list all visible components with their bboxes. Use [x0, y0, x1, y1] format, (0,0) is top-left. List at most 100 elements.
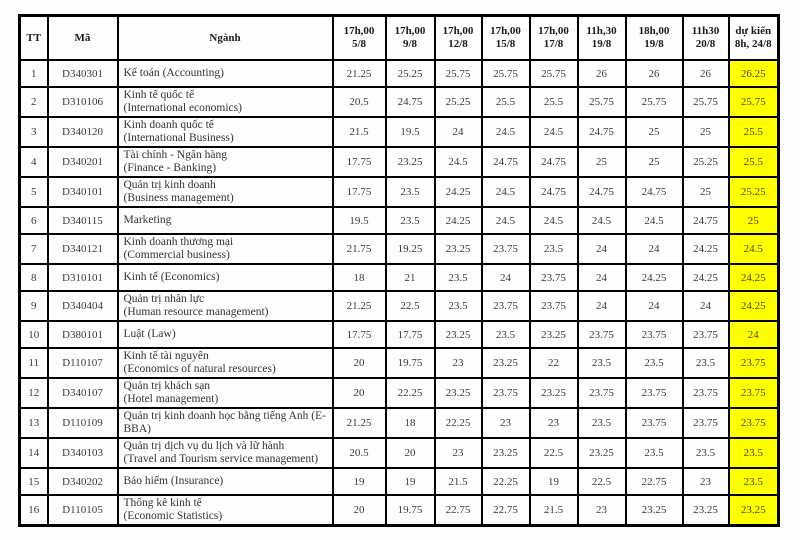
session-time: 17h,00 [442, 25, 474, 37]
final-projected-score-cell: 23.5 [727, 467, 780, 496]
major-name-cell: Quản trị dịch vụ du lịch và lữ hành (Trav… [116, 437, 334, 469]
score-cell: 24.75 [384, 86, 436, 118]
major-name-cell: Kinh doanh thương mại (Commercial busines… [116, 233, 334, 265]
score-cell: 23.5 [384, 206, 436, 235]
score-cell: 24.5 [624, 206, 684, 235]
score-cell: 24 [576, 263, 627, 292]
final-projected-score-cell: 24 [727, 320, 780, 349]
session-time: 17h,00 [343, 25, 375, 37]
major-name-cell: Tài chính - Ngân hàng (Finance - Banking) [116, 146, 334, 178]
score-cell: 24.5 [576, 206, 627, 235]
final-projected-score-cell: 25.75 [727, 86, 780, 118]
major-name-vietnamese: Quản trị dịch vụ du lịch và lữ hành [123, 440, 285, 452]
major-name-cell: Quản trị nhân lực (Human resource managem… [116, 290, 334, 322]
header-session: 11h,30 19/8 [576, 14, 627, 61]
final-projected-score-cell: 23.75 [727, 377, 780, 409]
major-name-vietnamese: Kinh doanh quốc tế [123, 119, 214, 131]
row-number-cell: 7 [18, 233, 49, 265]
major-code-cell: D110107 [46, 347, 119, 379]
table-row: 8 D310101 Kinh tế (Economics) 18 21 23.5 24 23.7… [18, 263, 780, 292]
score-cell: 24.75 [624, 176, 684, 208]
admission-scores-table: TT Mã Ngành 17h,00 5/8 17h,00 9/8 17h,00 12/8… [18, 14, 780, 527]
score-cell: 23.5 [528, 233, 579, 265]
score-cell: 24 [576, 233, 627, 265]
score-cell: 17.75 [331, 176, 387, 208]
header-major: Ngành [116, 14, 334, 61]
major-code-cell: D110105 [46, 494, 119, 527]
score-cell: 24.5 [528, 116, 579, 148]
score-cell: 23.5 [433, 290, 483, 322]
score-cell: 22.25 [480, 467, 531, 496]
table-row: 1 D340301 Kế toán (Accounting) 21.25 25.25 25.… [18, 59, 780, 88]
score-cell: 25 [624, 116, 684, 148]
score-cell: 20 [331, 377, 387, 409]
score-cell: 24.5 [480, 116, 531, 148]
score-cell: 23.75 [624, 320, 684, 349]
score-cell: 23.75 [624, 377, 684, 409]
score-cell: 22.5 [576, 467, 627, 496]
score-cell: 23.5 [624, 347, 684, 379]
major-name-cell: Quản trị khách sạn (Hotel management) [116, 377, 334, 409]
major-name-english: (Finance - Banking) [123, 162, 217, 174]
score-cell: 22.75 [480, 494, 531, 527]
score-cell: 25.5 [480, 86, 531, 118]
header-tt: TT [18, 14, 49, 61]
row-number-cell: 1 [18, 59, 49, 88]
row-number-cell: 5 [18, 176, 49, 208]
score-cell: 23.75 [480, 290, 531, 322]
header-session: 18h,00 19/8 [624, 14, 684, 61]
score-cell: 24 [624, 233, 684, 265]
score-cell: 25.5 [528, 86, 579, 118]
score-cell: 17.75 [384, 320, 436, 349]
score-cell: 24 [433, 116, 483, 148]
score-cell: 21.25 [331, 407, 387, 439]
score-cell: 24 [681, 290, 730, 322]
score-cell: 18 [331, 263, 387, 292]
major-name-vietnamese: Marketing [123, 214, 172, 226]
score-cell: 24.5 [480, 176, 531, 208]
table-row: 2 D310106 Kinh tế quốc tế (International ec… [18, 86, 780, 118]
score-cell: 24.25 [624, 263, 684, 292]
score-cell: 25.75 [576, 86, 627, 118]
major-name-english: (International Business) [123, 132, 234, 144]
header-session: 17h,00 5/8 [331, 14, 387, 61]
score-cell: 23.5 [576, 347, 627, 379]
score-cell: 24.25 [681, 233, 730, 265]
score-cell: 24.5 [528, 206, 579, 235]
final-projected-score-cell: 23.25 [727, 494, 780, 527]
table-row: 7 D340121 Kinh doanh thương mại (Commercial… [18, 233, 780, 265]
major-name-cell: Bảo hiểm (Insurance) [116, 467, 334, 496]
score-cell: 25 [576, 146, 627, 178]
row-number-cell: 9 [18, 290, 49, 322]
score-cell: 23.25 [433, 320, 483, 349]
major-name-english: (Travel and Tourism service management) [123, 453, 319, 465]
score-cell: 24.25 [681, 263, 730, 292]
table-row: 13 D110109 Quản trị kinh doanh học bằng ti… [18, 407, 780, 439]
score-cell: 23.5 [576, 407, 627, 439]
score-cell: 23.75 [576, 320, 627, 349]
score-cell: 23.5 [681, 347, 730, 379]
major-name-english: (Accounting) [162, 67, 224, 79]
score-cell: 23.75 [681, 407, 730, 439]
score-cell: 19.75 [384, 494, 436, 527]
score-cell: 22.75 [624, 467, 684, 496]
table-row: 16 D110105 Thống kê kinh tế (Economic Stati… [18, 494, 780, 527]
major-name-english: (Insurance) [170, 475, 224, 487]
final-projected-score-cell: 23.5 [727, 437, 780, 469]
major-code-cell: D310106 [46, 86, 119, 118]
score-cell: 21 [384, 263, 436, 292]
score-cell: 23.5 [433, 263, 483, 292]
major-code-cell: D340201 [46, 146, 119, 178]
row-number-cell: 8 [18, 263, 49, 292]
final-projected-score-cell: 26.25 [727, 59, 780, 88]
major-name-vietnamese: Kinh tế [123, 271, 158, 283]
score-cell: 21.5 [331, 116, 387, 148]
major-name-cell: Kinh tế tài nguyên (Economics of natural … [116, 347, 334, 379]
score-cell: 23 [576, 494, 627, 527]
score-cell: 22.5 [384, 290, 436, 322]
header-session: 17h,00 9/8 [384, 14, 436, 61]
score-cell: 23.25 [681, 494, 730, 527]
score-cell: 23.25 [433, 233, 483, 265]
major-name-english: (Business management) [123, 192, 234, 204]
score-cell: 24.5 [433, 146, 483, 178]
